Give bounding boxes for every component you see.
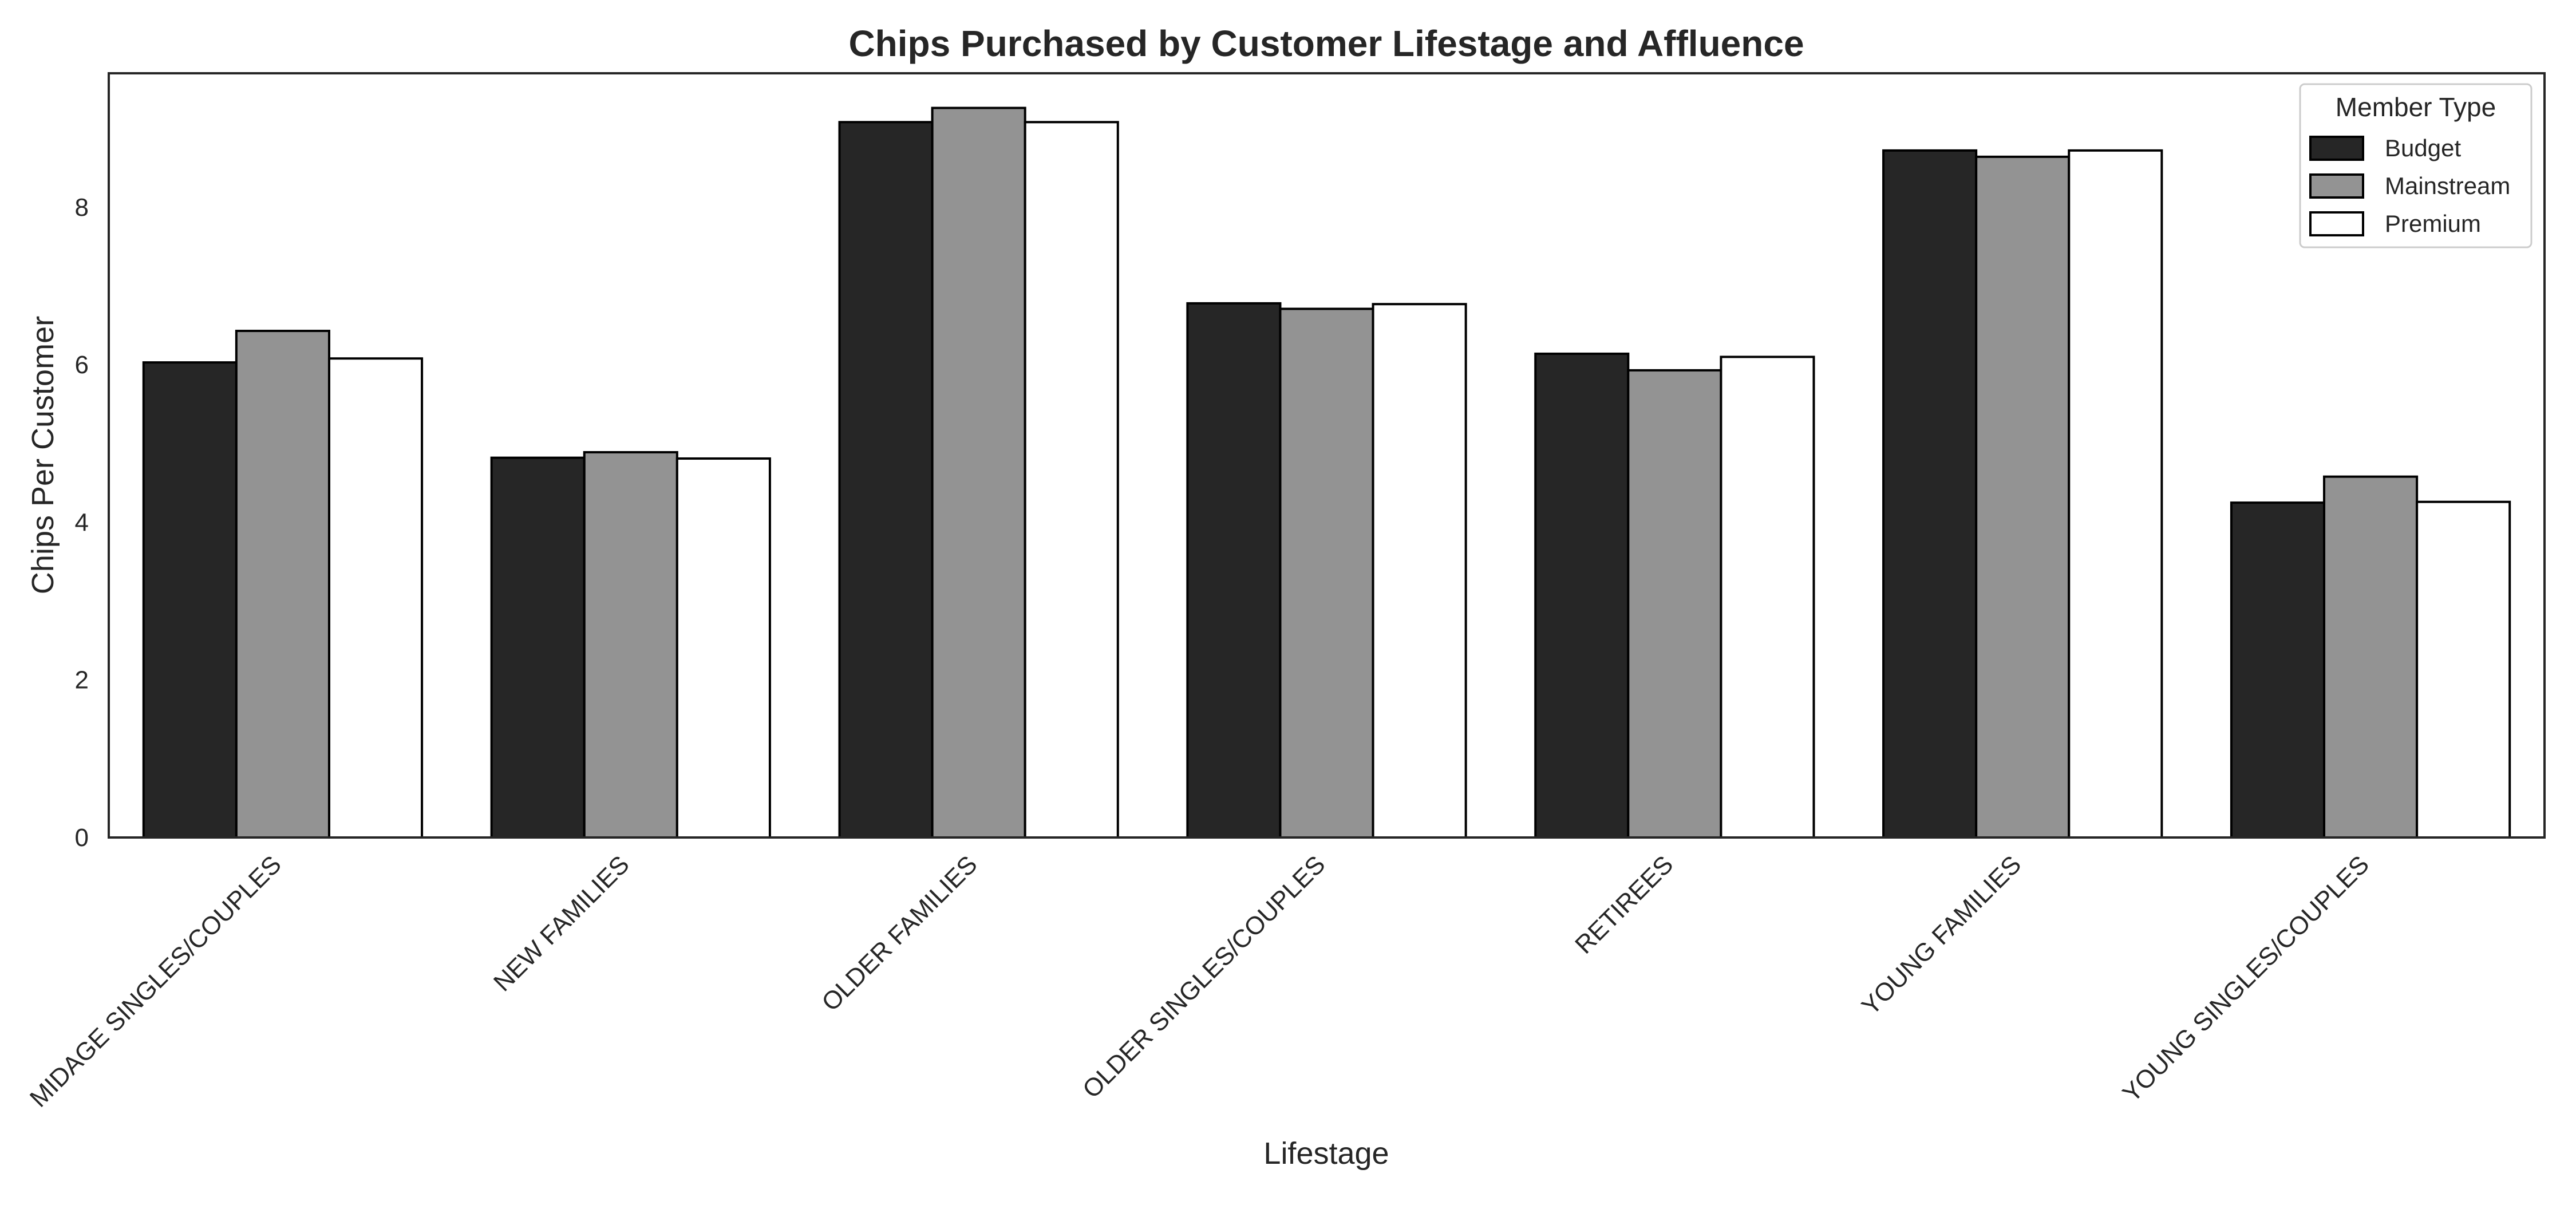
legend-label-budget: Budget — [2385, 135, 2461, 161]
legend-box — [2299, 83, 2532, 248]
y-tick-label: 6 — [75, 351, 89, 379]
bar-premium-2 — [675, 457, 771, 839]
bar-mainstream-4 — [1279, 307, 1374, 839]
bar-budget-3 — [838, 121, 934, 839]
x-tick-label: YOUNG FAMILIES — [1856, 850, 2026, 1020]
x-tick-label: OLDER FAMILIES — [816, 850, 983, 1017]
bar-premium-6 — [2068, 149, 2163, 839]
bar-budget-2 — [490, 456, 586, 839]
legend-swatch-mainstream — [2309, 173, 2364, 199]
bar-premium-4 — [1372, 303, 1467, 839]
y-tick-label: 8 — [75, 193, 89, 222]
bar-mainstream-5 — [1627, 369, 1722, 839]
bar-budget-6 — [1882, 149, 1978, 839]
legend-title: Member Type — [2336, 92, 2496, 122]
y-tick-label: 4 — [75, 508, 89, 536]
x-tick-label: NEW FAMILIES — [488, 850, 635, 997]
x-tick-label: MIDAGE SINGLES/COUPLES — [25, 850, 287, 1112]
y-tick-label: 2 — [75, 666, 89, 694]
bar-mainstream-2 — [583, 451, 678, 839]
legend-label-mainstream: Mainstream — [2385, 172, 2510, 199]
bar-mainstream-1 — [235, 330, 330, 839]
y-axis-label: Chips Per Customer — [26, 316, 60, 594]
x-tick-label: OLDER SINGLES/COUPLES — [1077, 850, 1331, 1104]
x-tick-label: RETIREES — [1570, 850, 1678, 959]
plot-frame — [108, 72, 2546, 839]
x-axis-label: Lifestage — [1263, 1136, 1389, 1171]
bar-budget-7 — [2230, 501, 2326, 839]
legend-swatch-budget — [2309, 136, 2364, 161]
bar-premium-1 — [327, 357, 424, 839]
bar-mainstream-7 — [2323, 475, 2419, 839]
y-tick-label: 0 — [75, 824, 89, 852]
bar-budget-1 — [142, 361, 238, 839]
bar-premium-3 — [1024, 121, 1119, 839]
legend-swatch-premium — [2309, 211, 2364, 236]
legend: Member Type Budget Mainstream Premium — [2299, 83, 2532, 248]
bar-budget-5 — [1534, 352, 1630, 839]
bar-premium-5 — [1720, 355, 1815, 839]
plot-area: 0 2 4 6 8 MIDAGE SINGLES/COUPLES NEW FAMILIES O… — [25, 72, 2546, 1113]
bar-budget-4 — [1186, 302, 1282, 839]
bar-mainstream-3 — [931, 106, 1026, 839]
chart-title: Chips Purchased by Customer Lifestage an… — [848, 23, 1804, 64]
bar-premium-7 — [2416, 500, 2511, 839]
bar-mainstream-6 — [1975, 155, 2071, 839]
x-tick-label: YOUNG SINGLES/COUPLES — [2117, 850, 2375, 1108]
legend-label-premium: Premium — [2385, 210, 2481, 237]
